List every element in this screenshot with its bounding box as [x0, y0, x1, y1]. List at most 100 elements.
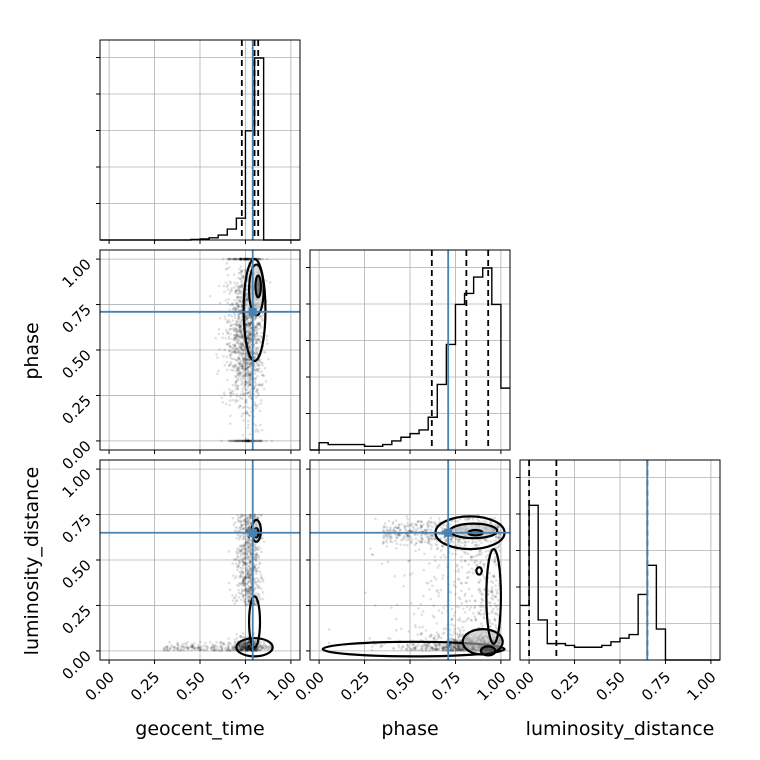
sample-point [464, 620, 467, 623]
sample-point [234, 439, 238, 443]
sample-point [234, 374, 237, 378]
sample-point [232, 333, 236, 337]
sample-point [241, 439, 244, 443]
sample-point [437, 636, 440, 640]
sample-point [240, 279, 243, 282]
sample-point [235, 346, 239, 350]
sample-point [236, 439, 240, 443]
sample-point [241, 559, 245, 563]
sample-point [264, 351, 267, 354]
sample-point [229, 290, 232, 293]
sample-point [233, 257, 237, 261]
sample-point [237, 335, 241, 338]
sample-point [248, 383, 251, 387]
sample-point [243, 368, 247, 371]
sample-point [238, 289, 242, 293]
sample-point [245, 257, 249, 261]
sample-point [242, 374, 245, 377]
sample-point [238, 371, 242, 375]
sample-point [236, 379, 240, 382]
sample-point [429, 579, 433, 583]
sample-point [239, 598, 243, 602]
sample-point [260, 384, 264, 387]
sample-point [244, 368, 247, 371]
sample-point [244, 362, 248, 366]
sample-point [457, 538, 461, 542]
sample-point [449, 628, 452, 632]
sample-point [230, 439, 234, 443]
sample-point [255, 339, 259, 342]
sample-point [258, 645, 261, 648]
sample-point [236, 517, 240, 520]
sample-point [437, 647, 440, 651]
sample-point [246, 336, 250, 339]
y-tick-label: 0.75 [58, 301, 94, 337]
sample-point [239, 328, 242, 332]
sample-point [254, 586, 257, 590]
sample-point [403, 543, 406, 547]
sample-point [228, 346, 232, 349]
sample-point [228, 439, 231, 443]
sample-point [248, 323, 252, 327]
sample-point [227, 318, 231, 322]
sample-point [237, 365, 240, 369]
sample-point [389, 528, 393, 531]
sample-point [236, 439, 240, 443]
x-tick-label: 0.25 [127, 668, 163, 704]
sample-point [242, 359, 246, 362]
sample-point [255, 331, 259, 334]
sample-point [256, 338, 260, 341]
sample-point [237, 374, 241, 378]
sample-point [242, 361, 246, 364]
sample-point [241, 387, 244, 391]
sample-point [228, 337, 231, 341]
sample-point [240, 354, 244, 357]
sample-point [240, 439, 244, 443]
sample-point [406, 544, 409, 547]
sample-point [461, 620, 465, 624]
sample-point [426, 525, 430, 528]
sample-point [463, 544, 466, 548]
sample-point [233, 349, 237, 353]
sample-point [433, 555, 437, 559]
sample-point [262, 540, 266, 544]
sample-point [245, 550, 249, 554]
sample-point [430, 633, 433, 636]
sample-point [426, 537, 430, 541]
sample-point [245, 392, 249, 395]
sample-point [240, 379, 244, 383]
sample-point [169, 643, 173, 647]
sample-point [240, 328, 244, 332]
sample-point [240, 592, 244, 596]
sample-point [223, 348, 227, 352]
sample-point [256, 363, 259, 367]
sample-point [239, 300, 242, 304]
sample-point [240, 273, 243, 277]
sample-point [239, 257, 243, 261]
sample-point [234, 347, 238, 351]
sample-point [249, 379, 252, 383]
sample-point [226, 321, 229, 324]
sample-point [233, 316, 237, 320]
sample-point [248, 414, 252, 417]
sample-point [494, 623, 497, 627]
sample-point [237, 315, 241, 319]
sample-point [380, 562, 384, 565]
sample-point [249, 347, 252, 350]
sample-point [238, 362, 242, 366]
sample-point [260, 361, 264, 365]
sample-point [256, 321, 259, 324]
sample-point [237, 559, 241, 563]
sample-point [428, 649, 431, 652]
sample-point [257, 338, 261, 342]
sample-point [400, 522, 403, 526]
sample-point [221, 642, 224, 646]
sample-point [465, 618, 469, 621]
sample-point [238, 371, 242, 374]
sample-point [235, 323, 239, 327]
sample-point [237, 346, 241, 349]
sample-point [246, 439, 249, 443]
sample-point [238, 292, 242, 295]
sample-point [232, 329, 236, 333]
